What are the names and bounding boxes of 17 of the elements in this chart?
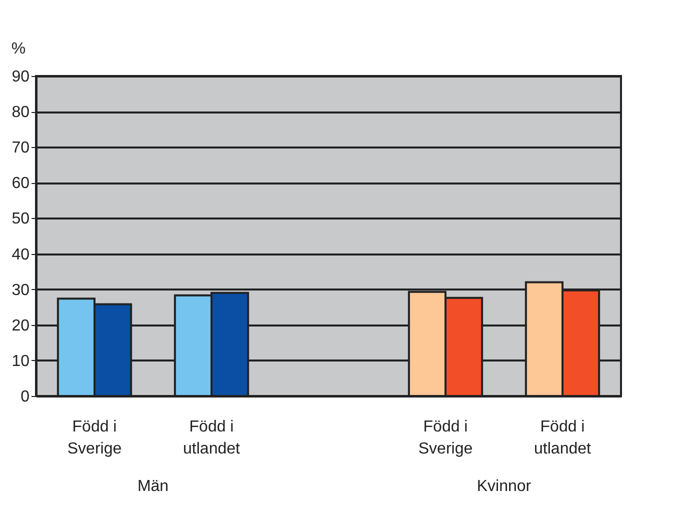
y-tick-label: 70 bbox=[12, 140, 30, 157]
x-tick-label: Född i utlandet bbox=[183, 418, 241, 458]
x-tick-label: Född i utlandet bbox=[534, 418, 592, 458]
y-tick-label: 30 bbox=[12, 282, 30, 299]
y-tick-label: 60 bbox=[12, 175, 30, 192]
y-tick-label: 80 bbox=[12, 104, 30, 122]
y-tick-label: 90 bbox=[12, 68, 30, 86]
y-axis-title: % bbox=[11, 40, 26, 58]
x-tick-label: Född i Sverige bbox=[67, 418, 122, 458]
y-tick-label: 0 bbox=[20, 388, 30, 406]
x-tick-label: Född i Sverige bbox=[418, 418, 473, 458]
y-tick-label: 40 bbox=[12, 246, 30, 264]
text: Kvinnor bbox=[476, 478, 532, 495]
y-tick-label: 10 bbox=[12, 352, 30, 370]
y-tick-label: 20 bbox=[12, 317, 30, 334]
y-tick-label: 50 bbox=[12, 210, 30, 228]
text: Män bbox=[137, 478, 169, 495]
